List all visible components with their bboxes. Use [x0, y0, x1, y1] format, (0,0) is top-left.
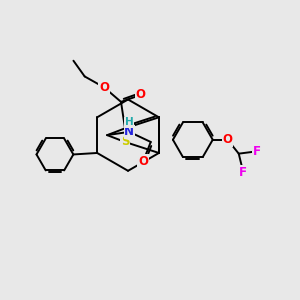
Text: N: N	[124, 125, 134, 138]
Text: O: O	[136, 88, 146, 101]
Text: O: O	[223, 133, 232, 146]
Text: F: F	[253, 145, 261, 158]
Text: H: H	[125, 117, 134, 127]
Text: F: F	[239, 166, 247, 178]
Text: O: O	[99, 81, 109, 94]
Text: S: S	[121, 136, 129, 148]
Text: O: O	[138, 155, 148, 168]
